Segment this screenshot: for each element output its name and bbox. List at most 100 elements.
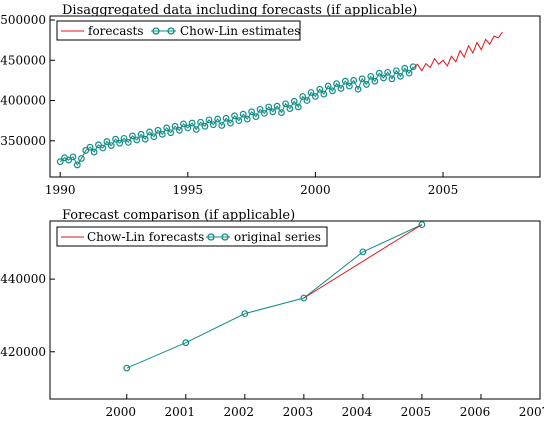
data-point [163,124,171,132]
data-point [167,129,175,137]
panel-2: Forecast comparison (if applicable) 2000… [0,208,544,419]
data-point [137,130,145,138]
legend-estimates-marker-a [152,27,160,35]
data-point [252,113,260,121]
data-point [209,121,217,129]
data-point [90,148,98,156]
data-point [388,75,396,83]
data-point [141,135,149,143]
data-point [375,69,383,77]
data-point [124,138,132,146]
data-point [222,114,230,122]
data-point [129,132,136,140]
y-tick-label: 440000 [0,272,46,286]
x-tick-label: 2000 [300,183,331,197]
panel-1: Disaggregated data including forecasts (… [0,3,541,197]
data-point [182,339,190,347]
data-point [146,128,153,136]
x-tick-label: 1995 [173,183,204,197]
data-point [363,81,370,88]
data-point [299,93,307,100]
data-point [303,97,311,104]
data-point [241,310,249,318]
series-line-original-series [126,224,423,369]
data-point [354,85,362,93]
data-point [188,119,196,127]
data-point [290,97,298,105]
panel-2-legend: Chow-Lin forecasts original series [56,226,328,247]
data-point [133,136,141,144]
panel-2-frame [49,220,541,400]
data-point [380,74,387,82]
panel-1-title: Disaggregated data including forecasts (… [62,3,417,18]
data-point [123,364,131,372]
x-tick-label: 1990 [45,183,76,197]
panel-2-ticks: 2000 2001 2002 2003 2004 2005 2006 2007 420000 44… [0,272,544,419]
data-point [341,77,349,85]
x-tick-label: 2007 [519,405,544,419]
data-point [171,122,179,130]
series-line-chow-lin-forecasts [303,224,423,299]
x-tick-label: 2002 [224,405,255,419]
data-point [239,110,247,118]
y-tick-label: 450000 [0,53,46,67]
data-point [103,138,111,145]
data-point [116,139,124,147]
data-point [300,294,308,302]
data-point [65,156,73,164]
data-point [358,75,366,83]
x-tick-label: 2001 [165,405,196,419]
panel-1-series [56,31,503,169]
data-point [397,72,404,80]
data-point [69,153,77,161]
data-point [227,119,234,127]
data-point [197,118,204,126]
data-point [158,130,166,138]
legend-estimates-label: Chow-Lin estimates [180,24,300,38]
data-point [82,147,90,154]
data-point [278,109,285,116]
panel-1-legend-box [56,20,301,41]
x-tick-label: 2005 [428,183,459,197]
data-point [294,103,302,111]
data-point [320,90,328,98]
data-point [405,69,413,77]
data-point [248,108,256,116]
data-point [150,133,158,141]
data-point [273,102,281,110]
data-point [269,108,277,116]
x-tick-label: 2006 [460,405,491,419]
data-point [95,141,102,149]
legend-cl-forecasts-label: Chow-Lin forecasts [87,230,204,244]
data-point [329,87,336,95]
data-point [243,115,251,123]
panel-1-frame [49,15,541,178]
data-point [260,110,268,117]
series-line-forecasts [412,31,503,72]
data-point [312,93,319,100]
data-point [409,63,417,71]
y-tick-label: 400000 [0,94,46,108]
data-point [77,155,85,162]
panel-1-ticks: 1990 1995 2000 2005 350000 400000 450000 500000 [0,13,458,197]
data-point [282,100,289,108]
legend-original-label: original series [234,230,321,244]
data-point [154,126,162,134]
data-point [337,85,345,92]
data-point [265,103,273,111]
data-point [56,158,64,166]
data-point [120,134,128,142]
legend-estimates-marker-b [167,27,175,35]
data-point [256,105,264,113]
data-point [392,67,400,75]
data-point [235,117,243,125]
data-point [418,221,426,229]
data-point [112,135,119,143]
panel-2-series [123,221,426,372]
data-point [175,126,183,134]
data-point [324,82,332,90]
data-point [371,77,379,85]
y-tick-label: 420000 [0,345,46,359]
data-point [350,76,358,84]
y-tick-label: 500000 [0,13,46,27]
